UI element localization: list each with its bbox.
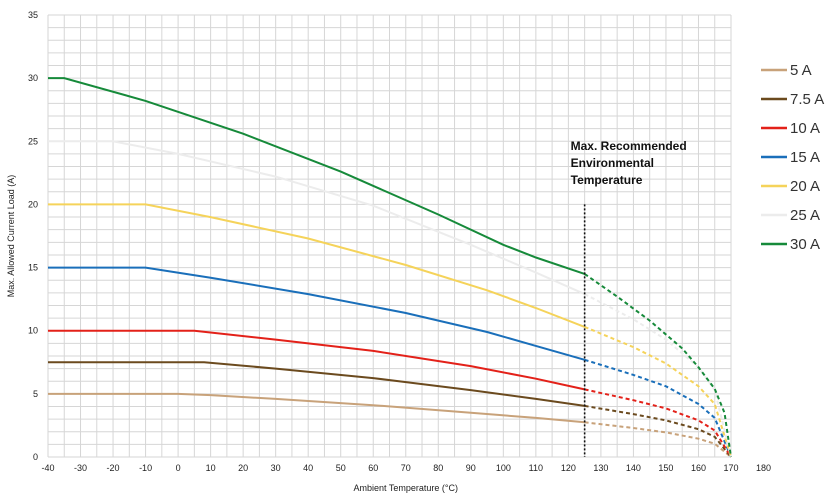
series-line-5a [48,392,585,424]
series-line-dashed-25a [584,293,732,458]
y-tick-label: 35 [28,10,38,20]
x-tick-label: 100 [496,463,511,473]
y-tick-label: 10 [28,326,38,336]
recommended-temperature-annotation: Max. Recommended Environmental Temperatu… [571,139,687,457]
legend-label-10a: 10 A [790,120,820,137]
x-tick-label: 130 [593,463,608,473]
series-line-20a [48,203,585,328]
series-line-dashed-10a [584,388,732,458]
x-tick-label: 0 [176,463,181,473]
x-tick-label: 90 [466,463,476,473]
x-tick-label: -30 [74,463,87,473]
x-tick-label: 20 [238,463,248,473]
x-tick-label: 30 [271,463,281,473]
series-line-dashed-7-5a [584,404,732,458]
x-tick-label: -10 [139,463,152,473]
series-line-10a [48,329,585,391]
x-tick-label: 170 [723,463,738,473]
x-tick-label: 40 [303,463,313,473]
series-line-dashed-30a [584,273,732,458]
legend-label-7-5a: 7.5 A [790,91,824,108]
series-line-30a [48,77,585,275]
grid [47,14,732,458]
x-tick-label: 60 [368,463,378,473]
x-tick-label: 110 [529,463,543,473]
annotation-line-3: Temperature [571,173,643,187]
y-tick-label: 25 [28,136,38,146]
x-tick-label: 140 [626,463,641,473]
series-line-dashed-15a [584,358,732,458]
legend-label-25a: 25 A [790,207,820,224]
series-line-15a [48,266,585,361]
legend-label-20a: 20 A [790,178,820,195]
y-tick-label: 30 [28,73,38,83]
y-axis-title: Max. Allowed Current Load (A) [6,175,16,298]
legend-label-5a: 5 A [790,62,812,79]
x-tick-label: 80 [433,463,443,473]
y-tick-label: 15 [28,263,38,273]
series-line-dashed-5a [584,421,732,458]
x-tick-label: 180 [756,463,771,473]
x-tick-label: 10 [206,463,216,473]
x-tick-label: -20 [107,463,120,473]
annotation-line-2: Environmental [571,156,654,170]
x-tick-label: -40 [41,463,54,473]
x-tick-label: 160 [691,463,706,473]
annotation-line-1: Max. Recommended [571,139,687,153]
y-tick-label: 20 [28,199,38,209]
legend-label-30a: 30 A [790,236,820,253]
series-line-7-5a [48,361,585,407]
x-tick-label: 50 [336,463,346,473]
legend-label-15a: 15 A [790,149,820,166]
series-line-25a [48,140,586,296]
x-tick-label: 150 [658,463,673,473]
x-axis-title: Ambient Temperature (°C) [354,483,458,493]
y-tick-label: 5 [33,389,38,399]
axis-tick-labels: -40 -30 -20 -10 0 10 20 30 40 50 60 70 80 90 100 110 120… [28,10,771,473]
legend: 5 A 7.5 A 10 A 15 A 20 A 25 A 30 A [761,62,824,253]
series-line-dashed-20a [584,325,732,458]
x-tick-label: 120 [561,463,576,473]
series-lines [48,77,732,458]
y-tick-label: 0 [33,452,38,462]
x-tick-label: 70 [401,463,411,473]
